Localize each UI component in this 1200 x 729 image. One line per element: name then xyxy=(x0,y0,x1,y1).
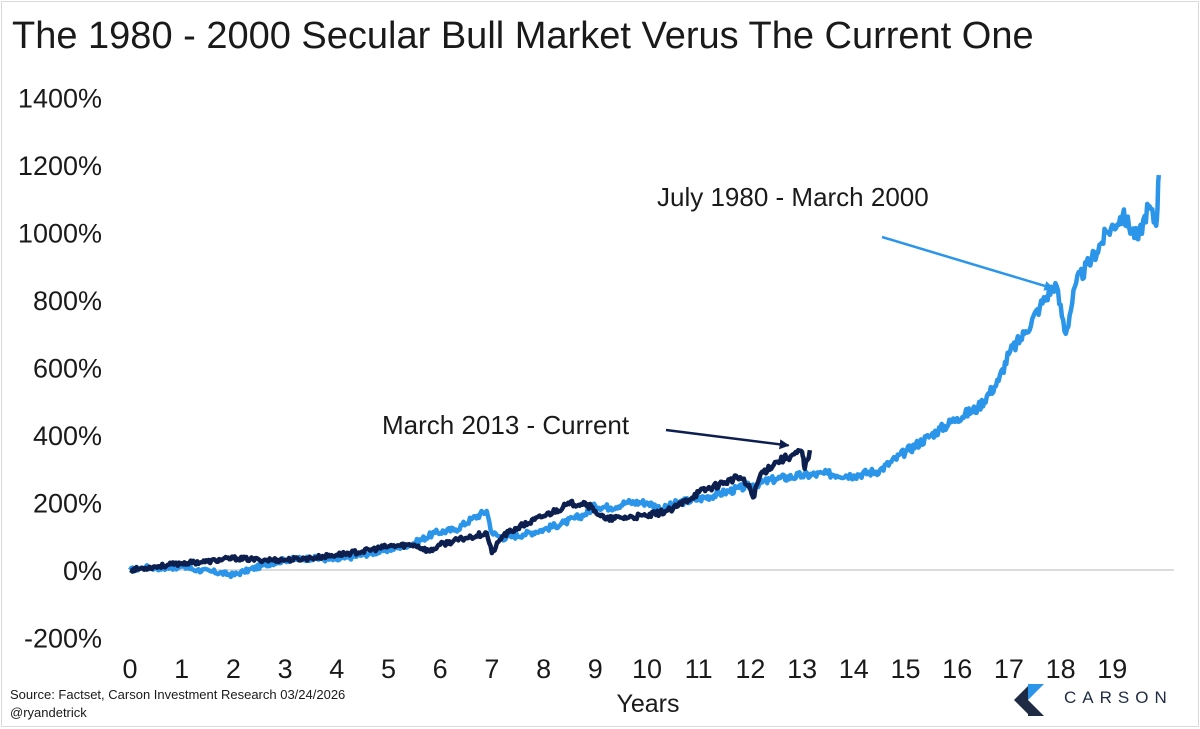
x-tick-label: 7 xyxy=(484,654,499,684)
x-axis-title: Years xyxy=(616,690,679,718)
y-tick-label: 600% xyxy=(33,354,102,384)
x-tick-label: 8 xyxy=(536,654,551,684)
x-tick-label: 10 xyxy=(632,654,662,684)
annotation-label-2013-current: March 2013 - Current xyxy=(382,410,630,440)
x-tick-label: 1 xyxy=(174,654,189,684)
x-tick-label: 14 xyxy=(839,654,869,684)
y-tick-label: 200% xyxy=(33,489,102,519)
x-tick-label: 9 xyxy=(588,654,603,684)
author-handle: @ryandetrick xyxy=(10,705,87,720)
x-tick-label: 2 xyxy=(226,654,241,684)
x-tick-label: 13 xyxy=(787,654,817,684)
x-tick-label: 4 xyxy=(329,654,344,684)
x-tick-label: 3 xyxy=(278,654,293,684)
y-tick-label: 1400% xyxy=(18,84,102,114)
x-tick-label: 12 xyxy=(735,654,765,684)
x-tick-label: 11 xyxy=(685,654,713,684)
y-tick-label: -200% xyxy=(24,624,102,654)
series-line-2013-current xyxy=(129,447,813,574)
y-tick-label: 1000% xyxy=(18,219,102,249)
x-tick-label: 0 xyxy=(122,654,137,684)
carson-logo-text: CARSON xyxy=(1064,688,1173,707)
source-note: Source: Factset, Carson Investment Resea… xyxy=(10,686,345,722)
annotation-arrow-1980-2000 xyxy=(881,235,1055,291)
x-tick-label: 15 xyxy=(890,654,920,684)
annotation-label-1980-2000: July 1980 - March 2000 xyxy=(657,182,929,212)
annotation-arrow-2013-current xyxy=(665,428,790,450)
x-tick-label: 6 xyxy=(433,654,448,684)
y-tick-label: 1200% xyxy=(18,151,102,181)
y-tick-label: 0% xyxy=(63,556,102,586)
chart-title: The 1980 - 2000 Secular Bull Market Veru… xyxy=(12,15,1034,57)
y-tick-label: 400% xyxy=(33,421,102,451)
x-tick-label: 5 xyxy=(381,654,396,684)
x-tick-label: 19 xyxy=(1097,654,1127,684)
carson-logo-icon xyxy=(1014,684,1044,716)
x-tick-label: 17 xyxy=(994,654,1024,684)
x-tick-label: 18 xyxy=(1046,654,1076,684)
x-tick-label: 16 xyxy=(942,654,972,684)
source-text: Source: Factset, Carson Investment Resea… xyxy=(10,687,346,702)
y-tick-label: 800% xyxy=(33,286,102,316)
carson-logo: CARSON xyxy=(1014,682,1194,720)
